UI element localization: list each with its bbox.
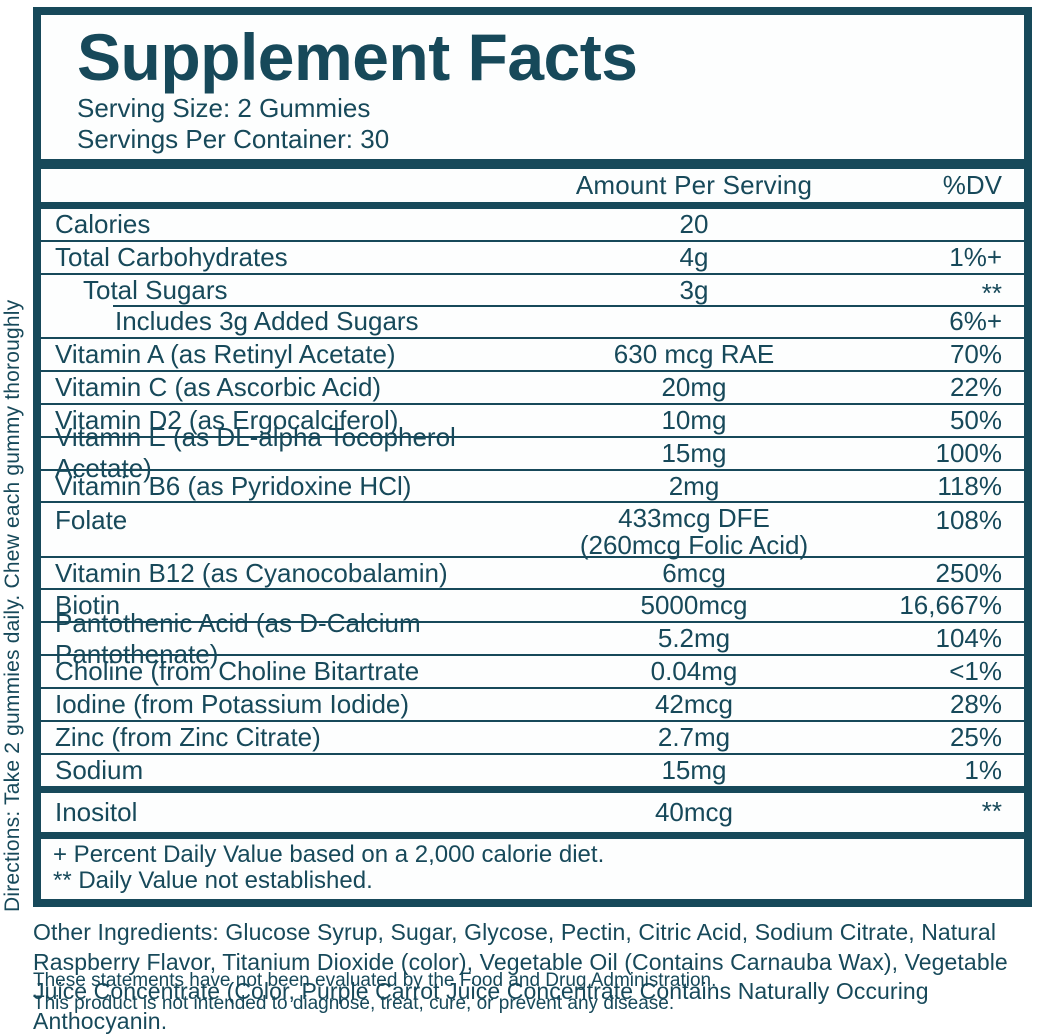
directions-text: Directions: Take 2 gummies daily. Chew e… [1,299,24,912]
table-header: Amount Per Serving %DV [41,169,1024,202]
disease-disclaimer: This product is not intended to diagnose… [33,993,675,1014]
nutrient-amount: 6mcg [662,557,726,588]
nutrient-daily-value: 16,667% [899,590,1002,621]
nutrient-daily-value: <1% [949,656,1002,687]
nutrient-name: Vitamin B12 (as Cyanocobalamin) [55,557,448,588]
nutrient-daily-value: 1% [964,755,1002,786]
nutrient-daily-value: 108% [935,505,1003,536]
divider-thick-top [41,159,1024,169]
nutrient-name: Choline (from Choline Bitartrate [55,656,420,687]
footnote-daily-value: + Percent Daily Value based on a 2,000 c… [53,841,605,868]
nutrient-amount: 10mg [661,404,727,435]
panel-title: Supplement Facts [77,20,638,94]
table-row: Choline (from Choline Bitartrate 0.04mg <1… [41,654,1024,687]
nutrient-name: Inositol [55,797,138,827]
nutrient-daily-value: 50% [949,404,1002,435]
servings-per-container: Servings Per Container: 30 [77,124,390,154]
other-ingredients-text: Other Ingredients: Glucose Syrup, Sugar,… [33,919,1008,1034]
nutrient-daily-value: 6%+ [949,305,1002,336]
divider-above-footnotes [41,832,1024,839]
nutrient-amount: 20mg [661,371,727,402]
footnote-not-established: ** Daily Value not established. [53,867,373,894]
nutrient-daily-value: 70% [949,338,1002,369]
nutrient-amount: 15mg [661,755,727,786]
table-row: Pantothenic Acid (as D-Calcium Pantothen… [41,608,1024,669]
table-row: Total Carbohydrates 4g 1%+ [41,240,1024,273]
divider-above-inositol [41,786,1024,793]
nutrient-name: Vitamin A (as Retinyl Acetate) [55,338,396,369]
nutrient-daily-value: 250% [935,557,1003,588]
title-block: Supplement Facts Serving Size: 2 Gummies… [41,15,1024,159]
nutrient-name: Zinc (from Zinc Citrate) [55,722,321,753]
divider-below-header [41,202,1024,209]
footnotes: + Percent Daily Value based on a 2,000 c… [41,839,1024,899]
serving-size: Serving Size: 2 Gummies [77,93,371,123]
nutrient-name: Folate [55,505,128,536]
nutrient-daily-value: 104% [935,623,1003,654]
nutrient-name: Vitamin E (as DL-alpha Tocopherol Acetat… [55,422,456,484]
table-row: Inositol 40mcg ** [41,793,1024,832]
column-header-dv: %DV [942,170,1002,200]
panel-footer: Inositol 40mcg ** + Percent Daily Value ba… [41,786,1024,899]
table-row: Total Sugars 3g ** [41,272,1024,308]
table-row: Vitamin B6 (as Pyridoxine HCl) 2mg 118% [41,468,1024,502]
nutrient-amount: 4g [679,241,709,272]
nutrient-amount: 5000mcg [640,590,748,621]
table-row: Vitamin D2 (as Ergocalciferol) 10mg 50% [41,402,1024,436]
nutrient-amount: 20 [679,209,709,239]
nutrient-name: Total Carbohydrates [55,241,288,272]
table-row: Biotin 5000mcg 16,667% [41,588,1024,621]
nutrient-amount: 5.2mg [657,623,731,654]
inositol-section: Inositol 40mcg ** [41,793,1024,832]
nutrient-amount: 2mg [668,470,720,501]
nutrient-daily-value: 28% [949,689,1002,720]
nutrient-amount: 40mcg [654,797,734,827]
nutrient-name: Biotin [55,590,121,621]
table-row: Vitamin C (as Ascorbic Acid) 20mg 22% [41,369,1024,403]
nutrient-amount: 15mg [661,437,727,468]
fda-disclaimer: These statements have not been evaluated… [33,970,717,991]
nutrient-amount: 630 mcg RAE [613,338,775,369]
nutrient-name: Iodine (from Potassium Iodide) [55,689,410,720]
nutrient-daily-value: 25% [949,722,1002,753]
nutrient-name: Vitamin B6 (as Pyridoxine HCl) [55,470,412,501]
disclaimers: These statements have not been evaluated… [33,969,1033,1015]
nutrient-name: Includes 3g Added Sugars [115,305,419,336]
table-row: Zinc (from Zinc Citrate) 2.7mg 25% [41,720,1024,753]
nutrient-daily-value: 118% [937,470,1002,501]
nutrient-daily-value: 1%+ [949,241,1002,272]
nutrient-amount: 3g [679,274,709,305]
table-row: Folate 433mcg DFE (260mcg Folic Acid) 108% [41,501,1024,561]
table-row: Vitamin E (as DL-alpha Tocopherol Acetat… [41,422,1024,483]
nutrient-amount: 2.7mg [657,722,731,753]
nutrient-amount: 0.04mg [650,656,738,687]
table-row: Calories 20 [41,209,1024,240]
table-row: Includes 3g Added Sugars 6%+ [41,304,1024,337]
nutrient-name: Total Sugars [83,274,228,305]
nutrient-rows: Calories 20 Total Carbohydrates 4g 1%+ Total … [41,209,1024,786]
table-row: Iodine (from Potassium Iodide) 42mcg 28% [41,687,1024,720]
nutrient-daily-value: 22% [949,371,1002,402]
nutrient-name: Sodium [55,755,144,786]
nutrient-name: Vitamin D2 (as Ergocalciferol) [55,404,399,435]
table-row: Vitamin B12 (as Cyanocobalamin) 6mcg 250% [41,555,1024,589]
nutrient-name: Vitamin C (as Ascorbic Acid) [55,371,382,402]
nutrient-name: Calories [55,209,151,239]
nutrient-daily-value: 100% [935,437,1003,468]
table-row: Sodium 15mg 1% [41,753,1024,786]
nutrient-daily-value: ** [981,796,1002,826]
column-header-amount-per-serving: Amount Per Serving [575,170,813,200]
nutrient-name: Pantothenic Acid (as D-Calcium Pantothen… [55,607,421,669]
nutrient-amount: 433mcg DFE (260mcg Folic Acid) [579,503,809,561]
supplement-facts-panel: Supplement Facts Serving Size: 2 Gummies… [33,7,1032,907]
nutrient-daily-value: ** [981,277,1002,308]
table-row: Vitamin A (as Retinyl Acetate) 630 mcg RA… [41,336,1024,370]
nutrient-amount: 42mcg [654,689,734,720]
